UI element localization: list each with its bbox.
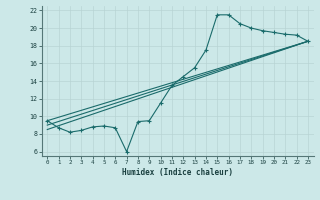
X-axis label: Humidex (Indice chaleur): Humidex (Indice chaleur) bbox=[122, 168, 233, 177]
